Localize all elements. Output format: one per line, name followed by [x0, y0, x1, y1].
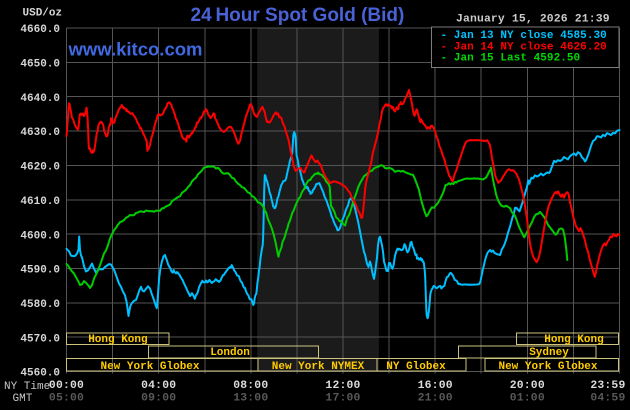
svg-text:4660.0: 4660.0: [20, 24, 60, 36]
svg-text:USD/oz: USD/oz: [23, 8, 63, 20]
svg-text:4560.0: 4560.0: [20, 368, 60, 380]
svg-text:13:00: 13:00: [233, 393, 268, 405]
svg-text:Hong Kong: Hong Kong: [544, 334, 603, 346]
svg-text:17:00: 17:00: [325, 393, 360, 405]
svg-text:04:00: 04:00: [141, 380, 176, 392]
svg-text:- Jan 13 NY close 4585.30: - Jan 13 NY close 4585.30: [441, 30, 607, 42]
svg-text:05:00: 05:00: [49, 393, 84, 405]
svg-text:4650.0: 4650.0: [20, 59, 60, 71]
svg-text:4580.0: 4580.0: [20, 299, 60, 311]
svg-text:09:00: 09:00: [141, 393, 176, 405]
svg-text:4570.0: 4570.0: [20, 333, 60, 345]
svg-text:4610.0: 4610.0: [20, 196, 60, 208]
svg-text:4630.0: 4630.0: [20, 127, 60, 139]
svg-text:New York Globex: New York Globex: [498, 361, 597, 373]
svg-text:London: London: [210, 347, 250, 359]
svg-text:NY Time: NY Time: [4, 381, 50, 393]
svg-text:20:00: 20:00: [510, 380, 545, 392]
svg-text:January 15, 2026 21:39: January 15, 2026 21:39: [456, 14, 610, 26]
svg-text:4640.0: 4640.0: [20, 93, 60, 105]
svg-text:Hong Kong: Hong Kong: [88, 334, 147, 346]
svg-text:01:00: 01:00: [510, 393, 545, 405]
svg-text:New York NYMEX: New York NYMEX: [272, 361, 365, 373]
svg-text:12:00: 12:00: [325, 380, 360, 392]
svg-text:GMT: GMT: [13, 393, 33, 405]
svg-text:NY Globex: NY Globex: [386, 361, 446, 373]
svg-text:16:00: 16:00: [418, 380, 453, 392]
svg-text:21:00: 21:00: [418, 393, 453, 405]
svg-text:Sydney: Sydney: [529, 347, 569, 359]
svg-text:www.kitco.com: www.kitco.com: [68, 39, 203, 60]
svg-text:4600.0: 4600.0: [20, 230, 60, 242]
svg-text:- Jan 15 Last 4592.50: - Jan 15 Last 4592.50: [441, 53, 581, 65]
svg-text:00:00: 00:00: [49, 380, 84, 392]
svg-text:New York Globex: New York Globex: [100, 361, 199, 373]
svg-text:08:00: 08:00: [233, 380, 268, 392]
svg-text:23:59: 23:59: [590, 380, 625, 392]
svg-text:04:59: 04:59: [590, 393, 625, 405]
svg-text:- Jan 14 NY close 4626.20: - Jan 14 NY close 4626.20: [441, 41, 607, 53]
svg-text:4590.0: 4590.0: [20, 265, 60, 277]
svg-text:24 Hour Spot Gold (Bid): 24 Hour Spot Gold (Bid): [191, 5, 405, 26]
svg-text:4620.0: 4620.0: [20, 162, 60, 174]
